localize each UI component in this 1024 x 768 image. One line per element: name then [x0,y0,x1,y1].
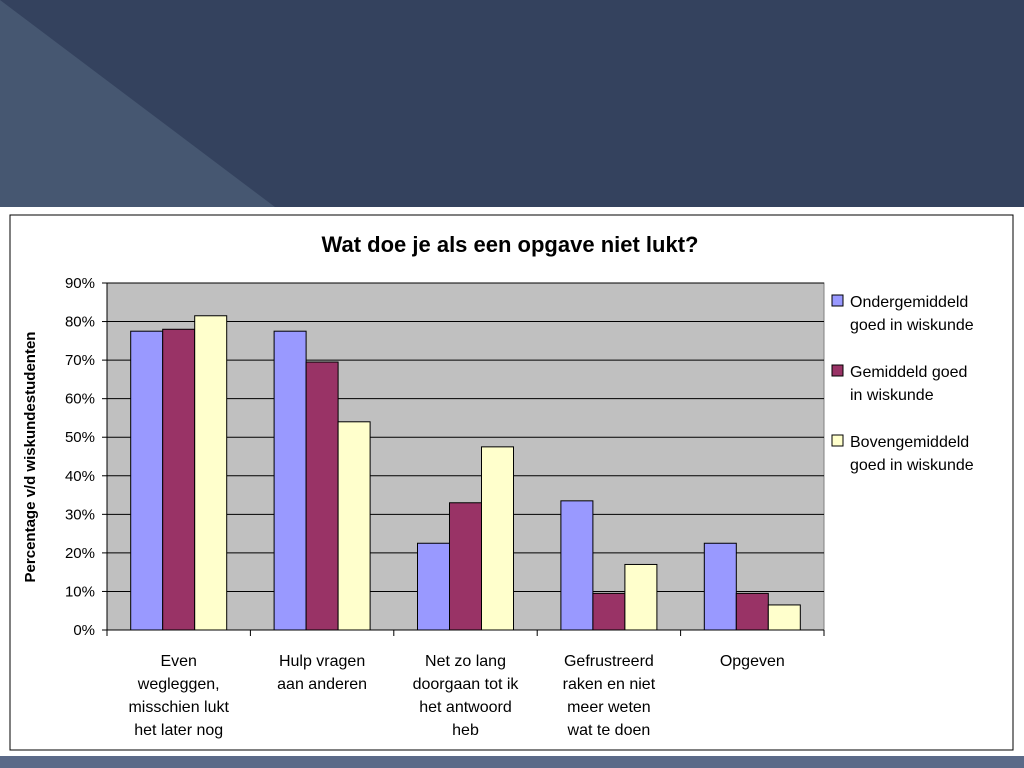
y-tick-label: 80% [65,314,95,331]
x-category-label: wat te doen [567,722,651,739]
x-category-label: heb [452,722,479,739]
legend-label: goed in wiskunde [850,457,974,474]
bar [624,563,658,631]
y-axis-label: Percentage v/d wiskundestudenten [22,332,39,583]
bar-chart: Wat doe je als een opgave niet lukt? Per… [9,214,1014,751]
legend-label: goed in wiskunde [850,317,974,334]
bar [592,592,626,631]
y-tick-label: 70% [65,352,95,369]
chart-title: Wat doe je als een opgave niet lukt? [322,232,699,257]
x-category-label: Hulp vragen [279,653,365,670]
x-category-label: het later nog [134,722,223,739]
y-tick-label: 50% [65,429,95,446]
bar [337,421,371,631]
legend-label: in wiskunde [850,387,934,404]
bar [273,330,307,631]
x-category-label: doorgaan tot ik [413,676,520,693]
x-category-label: Net zo lang [425,653,506,670]
x-category-label: Gefrustreerd [564,653,654,670]
legend-swatch [831,294,844,307]
x-category-label: misschien lukt [128,699,229,716]
legend-label: Bovengemiddeld [850,434,969,451]
y-tick-label: 0% [73,622,95,639]
bar [481,446,514,631]
legend-swatch [831,364,844,377]
legend-swatch [831,434,844,447]
x-category-label: aan anderen [277,676,367,693]
y-tick-label: 40% [65,468,95,485]
bottom-band [0,756,1024,768]
legend-label: Ondergemiddeld [850,294,968,311]
decorative-triangle [0,0,275,207]
y-tick-label: 20% [65,545,95,562]
y-tick-label: 30% [65,506,95,523]
x-category-label: Even [160,653,196,670]
x-category-label: meer weten [567,699,651,716]
x-category-label: het antwoord [419,699,512,716]
bar [703,542,737,631]
bar [735,592,769,631]
y-tick-label: 10% [65,583,95,600]
y-tick-label: 60% [65,391,95,408]
bar [130,330,164,631]
y-tick-label: 90% [65,275,95,292]
chart-frame: Wat doe je als een opgave niet lukt? Per… [0,207,1024,756]
x-category-label: Opgeven [720,653,785,670]
bar [560,500,594,631]
legend-box [826,287,1006,475]
x-category-label: wegleggen, [137,676,220,693]
x-category-label: raken en niet [563,676,656,693]
legend: Ondergemiddeld goed in wiskunde Gemiddeld … [826,287,1006,475]
bar [194,315,228,631]
legend-label: Gemiddeld goed [850,364,967,381]
bar [162,328,196,631]
bar [767,604,801,631]
bar [449,502,482,631]
plot-area: 0% 10% 20% 30% 40% 50% 60% 70% 80% 90% Even weglegg… [65,275,825,739]
bar [417,542,450,631]
bar [305,361,339,631]
